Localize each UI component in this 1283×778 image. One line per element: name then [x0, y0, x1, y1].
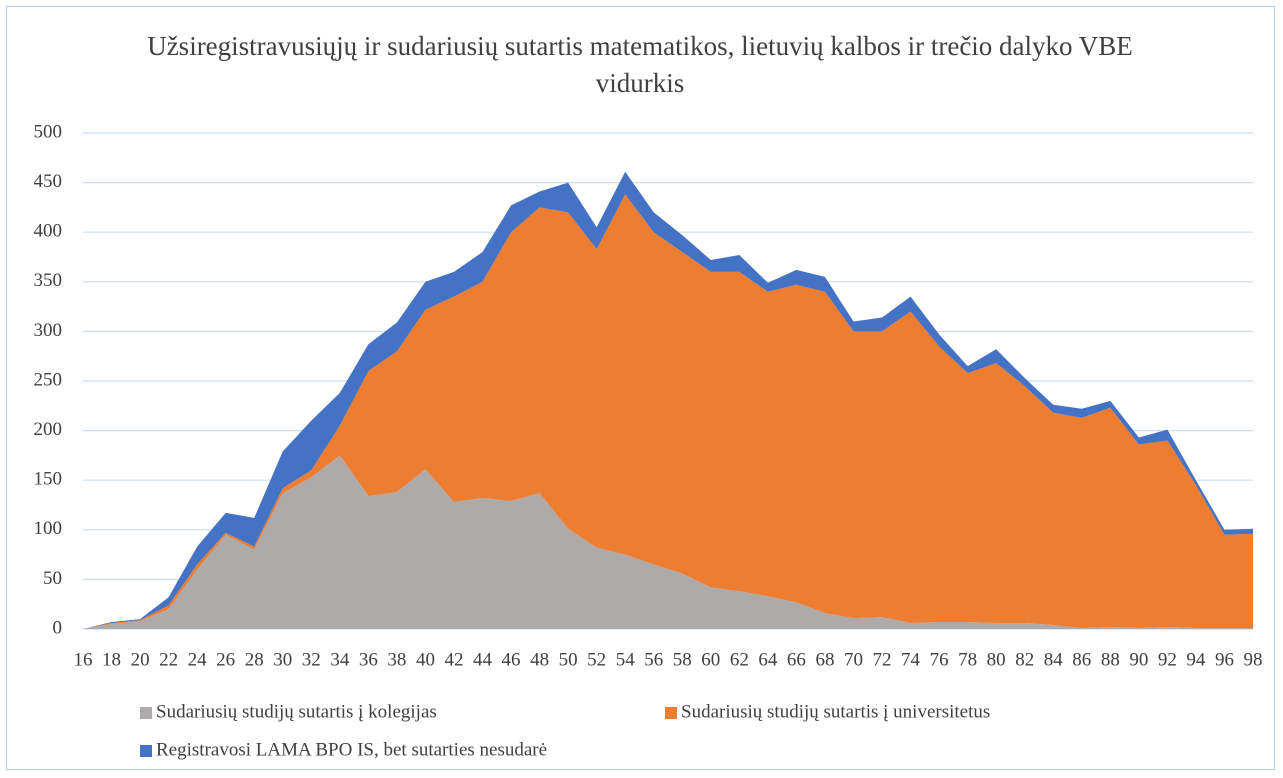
x-tick-label: 90 — [1129, 649, 1148, 670]
x-tick-label: 86 — [1072, 649, 1091, 670]
x-tick-label: 24 — [188, 649, 208, 670]
x-tick-label: 26 — [216, 649, 235, 670]
x-tick-label: 70 — [844, 649, 863, 670]
x-tick-label: 28 — [245, 649, 264, 670]
chart-title: Užsiregistravusiųjų ir sudariusių sutart… — [147, 31, 1133, 98]
y-tick-label: 100 — [34, 518, 63, 539]
x-tick-label: 54 — [616, 649, 636, 670]
x-tick-label: 72 — [873, 649, 892, 670]
x-tick-label: 48 — [530, 649, 549, 670]
y-tick-label: 150 — [34, 469, 63, 490]
x-tick-label: 38 — [387, 649, 406, 670]
x-tick-label: 74 — [901, 649, 921, 670]
y-tick-label: 350 — [34, 270, 63, 291]
x-tick-label: 18 — [102, 649, 121, 670]
x-tick-label: 76 — [930, 649, 949, 670]
x-tick-label: 58 — [673, 649, 692, 670]
y-tick-label: 500 — [34, 121, 63, 142]
x-tick-label: 82 — [1015, 649, 1034, 670]
legend-swatch — [665, 707, 677, 719]
x-tick-label: 68 — [815, 649, 834, 670]
x-tick-label: 62 — [730, 649, 749, 670]
x-tick-label: 22 — [159, 649, 178, 670]
x-tick-label: 52 — [587, 649, 606, 670]
x-tick-label: 80 — [987, 649, 1006, 670]
legend-label: Sudariusių studijų sutartis į kolegijas — [156, 701, 437, 722]
x-tick-label: 84 — [1044, 649, 1064, 670]
x-tick-label: 16 — [74, 649, 93, 670]
x-tick-label: 44 — [473, 649, 493, 670]
x-tick-label: 50 — [559, 649, 578, 670]
legend-swatch — [140, 745, 152, 757]
x-tick-label: 40 — [416, 649, 435, 670]
chart-frame — [6, 6, 1275, 770]
x-tick-label: 46 — [502, 649, 521, 670]
x-tick-label: 92 — [1158, 649, 1177, 670]
y-tick-label: 50 — [43, 568, 62, 589]
y-tick-label: 450 — [34, 171, 63, 192]
x-tick-label: 98 — [1244, 649, 1263, 670]
legend-swatch — [140, 707, 152, 719]
x-tick-label: 36 — [359, 649, 378, 670]
y-tick-label: 300 — [34, 320, 63, 341]
x-tick-label: 96 — [1215, 649, 1234, 670]
y-tick-label: 0 — [53, 617, 63, 638]
x-tick-label: 78 — [958, 649, 977, 670]
x-tick-label: 56 — [644, 649, 663, 670]
x-tick-label: 42 — [444, 649, 463, 670]
y-tick-label: 200 — [34, 419, 63, 440]
x-tick-label: 20 — [131, 649, 150, 670]
y-tick-label: 250 — [34, 369, 63, 390]
legend-label: Registravosi LAMA BPO IS, bet sutarties … — [156, 739, 547, 760]
x-tick-label: 64 — [758, 649, 778, 670]
x-tick-label: 66 — [787, 649, 806, 670]
x-tick-label: 60 — [701, 649, 720, 670]
y-tick-label: 400 — [34, 221, 63, 242]
x-tick-label: 34 — [330, 649, 350, 670]
x-tick-label: 32 — [302, 649, 321, 670]
x-tick-label: 30 — [273, 649, 292, 670]
area — [83, 455, 1253, 629]
x-tick-label: 94 — [1186, 649, 1206, 670]
area — [83, 194, 1253, 629]
x-tick-label: 88 — [1101, 649, 1120, 670]
legend-label: Sudariusių studijų sutartis į universite… — [681, 701, 990, 722]
